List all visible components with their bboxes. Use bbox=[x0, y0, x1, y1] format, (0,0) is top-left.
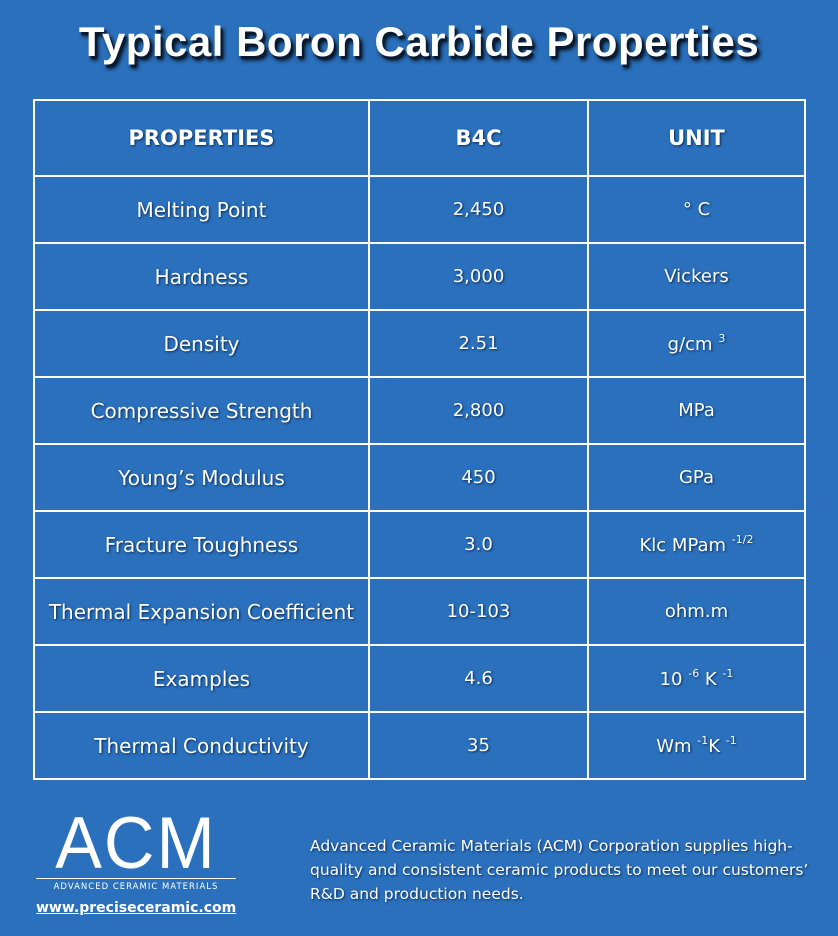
header-row: PROPERTIES B4C UNIT bbox=[33, 99, 806, 177]
property-name: Density bbox=[33, 309, 370, 378]
unit-exponent: 3 bbox=[718, 332, 726, 345]
table-row: Density 2.51 g/cm 3 bbox=[33, 309, 806, 378]
column-header: PROPERTIES bbox=[33, 99, 370, 177]
property-name: Melting Point bbox=[33, 175, 370, 244]
company-description: Advanced Ceramic Materials (ACM) Corpora… bbox=[310, 837, 809, 903]
property-name: Compressive Strength bbox=[33, 376, 370, 445]
unit-text: K bbox=[708, 736, 726, 757]
property-name: Examples bbox=[33, 644, 370, 713]
unit-text: K bbox=[699, 669, 723, 690]
property-unit: MPa bbox=[587, 376, 806, 445]
property-unit: 10 -6 K -1 bbox=[587, 644, 806, 713]
unit-text: 10 bbox=[659, 669, 689, 690]
property-unit: Klc MPam -1/2 bbox=[587, 510, 806, 579]
property-name: Fracture Toughness bbox=[33, 510, 370, 579]
unit-text: ohm.m bbox=[664, 601, 729, 622]
unit-text: Vickers bbox=[664, 266, 729, 287]
property-value: 450 bbox=[368, 443, 589, 512]
unit-exponent: -1/2 bbox=[731, 533, 754, 546]
logo: ACM ADVANCED CERAMIC MATERIALS www.preci… bbox=[36, 802, 237, 916]
property-unit: GPa bbox=[587, 443, 806, 512]
property-value: 10-103 bbox=[368, 577, 589, 646]
property-value: 3.0 bbox=[368, 510, 589, 579]
table-row: Thermal Conductivity 35 Wm -1K -1 bbox=[33, 711, 806, 780]
property-value: 2.51 bbox=[368, 309, 589, 378]
property-unit: ohm.m bbox=[587, 577, 806, 646]
table-row: Young’s Modulus 450 GPa bbox=[33, 443, 806, 512]
table-row: Compressive Strength 2,800 MPa bbox=[33, 376, 806, 445]
unit-exponent: -1 bbox=[725, 734, 737, 747]
property-value: 4.6 bbox=[368, 644, 589, 713]
table-body: Melting Point 2,450 ° C Hardness 3,000 Vicker… bbox=[33, 175, 806, 780]
unit-text: Wm bbox=[656, 736, 698, 757]
unit-text: g/cm bbox=[667, 334, 719, 355]
table-row: Melting Point 2,450 ° C bbox=[33, 175, 806, 244]
property-name: Young’s Modulus bbox=[33, 443, 370, 512]
column-header: B4C bbox=[368, 99, 589, 177]
unit-exponent: -1 bbox=[722, 667, 734, 680]
unit-exponent: -1 bbox=[697, 734, 709, 747]
title: Typical Boron Carbide Properties bbox=[78, 18, 760, 65]
property-value: 2,800 bbox=[368, 376, 589, 445]
logo-mark: ACM bbox=[55, 802, 217, 884]
logo-subtitle: ADVANCED CERAMIC MATERIALS bbox=[36, 878, 236, 892]
property-name: Thermal Conductivity bbox=[33, 711, 370, 780]
unit-text: MPa bbox=[678, 400, 715, 421]
unit-exponent: -6 bbox=[688, 667, 700, 680]
property-value: 35 bbox=[368, 711, 589, 780]
property-unit: Vickers bbox=[587, 242, 806, 311]
property-value: 2,450 bbox=[368, 175, 589, 244]
unit-text: Klc MPam bbox=[639, 535, 732, 556]
properties-table: PROPERTIES B4C UNIT Melting Point 2,450 ° … bbox=[33, 99, 806, 780]
column-header: UNIT bbox=[587, 99, 806, 177]
website-link[interactable]: www.preciseceramic.com bbox=[36, 900, 237, 916]
table-row: Fracture Toughness 3.0 Klc MPam -1/2 bbox=[33, 510, 806, 579]
unit-text: GPa bbox=[678, 467, 715, 488]
table-row: Hardness 3,000 Vickers bbox=[33, 242, 806, 311]
property-unit: ° C bbox=[587, 175, 806, 244]
property-unit: g/cm 3 bbox=[587, 309, 806, 378]
property-name: Hardness bbox=[33, 242, 370, 311]
property-value: 3,000 bbox=[368, 242, 589, 311]
table-row: Thermal Expansion Coefficient 10-103 ohm.m bbox=[33, 577, 806, 646]
property-name: Thermal Expansion Coefficient bbox=[33, 577, 370, 646]
table-row: Examples 4.6 10 -6 K -1 bbox=[33, 644, 806, 713]
unit-text: ° C bbox=[682, 199, 711, 220]
property-unit: Wm -1K -1 bbox=[587, 711, 806, 780]
